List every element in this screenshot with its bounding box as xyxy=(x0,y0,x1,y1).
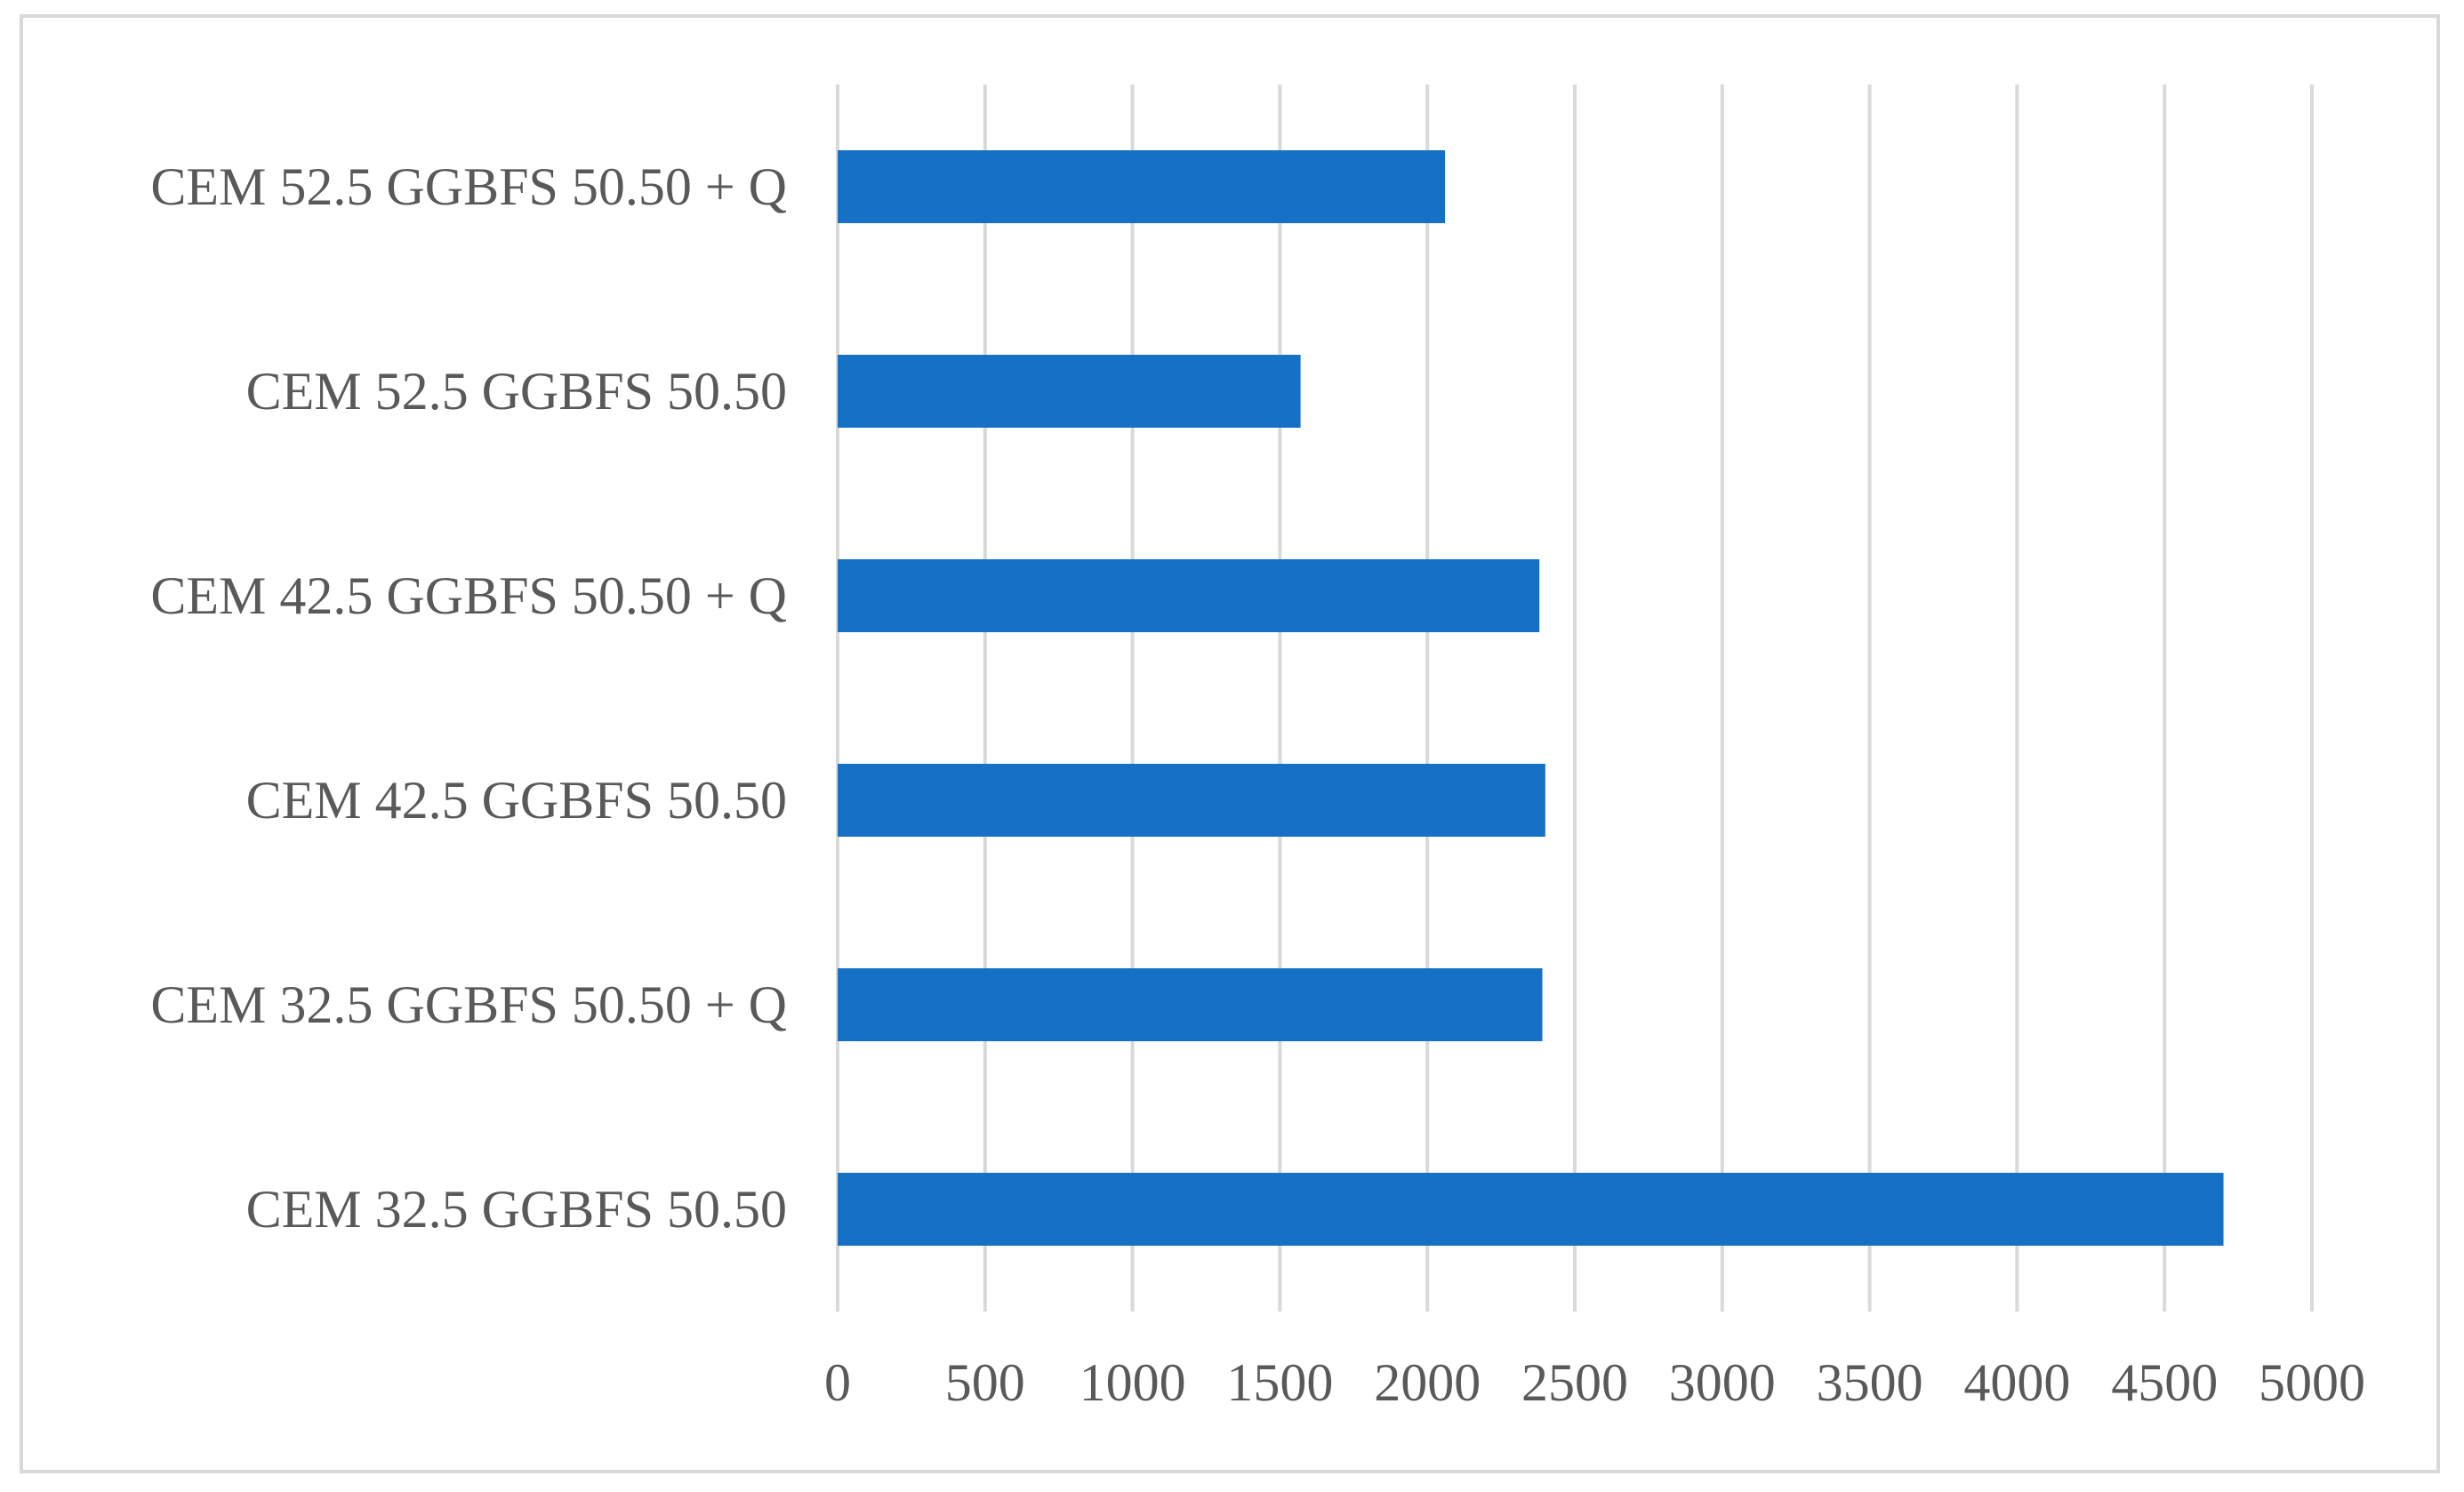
category-label-1: CEM 52.5 GGBFS 50.50 + Q xyxy=(150,157,787,216)
x-tick-label-500: 500 xyxy=(945,1353,1025,1412)
x-axis-tick-labels: 0 500 1000 1500 2000 2500 3000 3500 4000 4500 5000 xyxy=(824,1353,2365,1412)
x-tick-label-2000: 2000 xyxy=(1374,1353,1481,1412)
x-tick-label-0: 0 xyxy=(824,1353,851,1412)
x-tick-label-3500: 3500 xyxy=(1817,1353,1923,1412)
x-tick-label-4000: 4000 xyxy=(1963,1353,2070,1412)
bar-2 xyxy=(838,355,1301,428)
bar-5 xyxy=(838,968,1543,1041)
category-labels: CEM 52.5 GGBFS 50.50 + Q CEM 52.5 GGBFS 5… xyxy=(150,157,787,1239)
bar-1 xyxy=(838,150,1446,223)
x-tick-label-5000: 5000 xyxy=(2259,1353,2365,1412)
bar-4 xyxy=(838,764,1545,837)
bars xyxy=(838,150,2224,1246)
gridlines xyxy=(836,84,2314,1312)
category-label-2: CEM 52.5 GGBFS 50.50 xyxy=(246,362,787,421)
bar-6 xyxy=(838,1173,2224,1246)
x-tick-label-4500: 4500 xyxy=(2111,1353,2218,1412)
category-label-3: CEM 42.5 GGBFS 50.50 + Q xyxy=(150,566,787,625)
x-tick-label-2500: 2500 xyxy=(1521,1353,1628,1412)
category-label-6: CEM 32.5 GGBFS 50.50 xyxy=(246,1180,787,1239)
category-label-4: CEM 42.5 GGBFS 50.50 xyxy=(246,771,787,830)
category-label-5: CEM 32.5 GGBFS 50.50 + Q xyxy=(150,975,787,1034)
x-tick-label-1000: 1000 xyxy=(1080,1353,1186,1412)
x-tick-label-3000: 3000 xyxy=(1669,1353,1776,1412)
x-tick-label-1500: 1500 xyxy=(1226,1353,1333,1412)
bar-3 xyxy=(838,559,1540,632)
